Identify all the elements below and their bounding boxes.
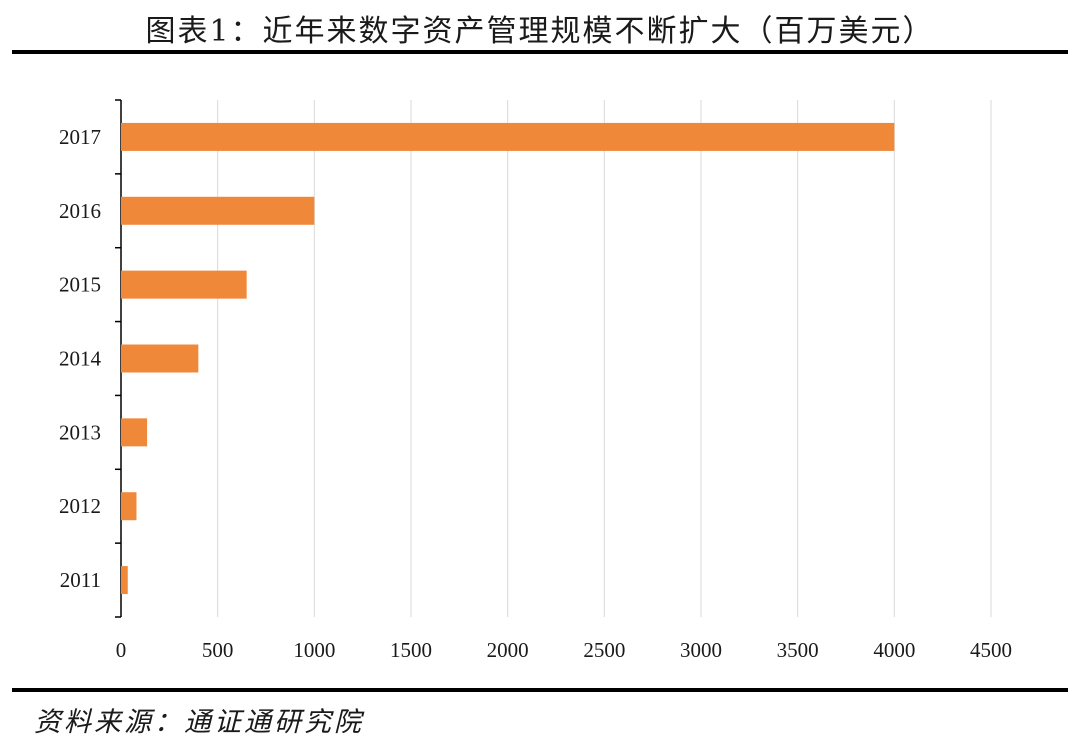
- bar-2017: [121, 122, 895, 151]
- y-tick-label: 2011: [60, 568, 101, 592]
- bar-2012: [121, 492, 137, 521]
- y-tick-label: 2016: [59, 199, 101, 223]
- y-tick-label: 2014: [59, 347, 102, 371]
- y-tick-label: 2012: [59, 494, 101, 518]
- x-tick-label: 2500: [583, 638, 625, 662]
- x-tick-label: 1000: [293, 638, 335, 662]
- top-rule: [12, 50, 1068, 54]
- x-tick-label: 3000: [680, 638, 722, 662]
- x-tick-label: 4500: [970, 638, 1012, 662]
- bar-2016: [121, 196, 315, 225]
- y-tick-labels: 2011 2012 2013 2014 2015 2016 2017: [59, 125, 102, 592]
- x-tick-labels: 0 500 1000 1500 2000 2500 3000 3500 4000 4500: [116, 638, 1012, 662]
- bar-2014: [121, 344, 199, 373]
- bar-2013: [121, 418, 148, 447]
- bar-2011: [121, 566, 128, 595]
- bars: [121, 122, 895, 595]
- x-tick-label: 1500: [390, 638, 432, 662]
- axes: [115, 99, 122, 618]
- x-tick-label: 2000: [487, 638, 529, 662]
- y-tick-label: 2013: [59, 420, 101, 444]
- y-tick-label: 2015: [59, 273, 101, 297]
- x-tick-label: 3500: [777, 638, 819, 662]
- bar-2015: [121, 270, 247, 299]
- x-tick-label: 0: [116, 638, 127, 662]
- bottom-rule: [12, 688, 1068, 692]
- x-tick-label: 500: [202, 638, 234, 662]
- source-note: 资料来源：通证通研究院: [34, 707, 364, 738]
- y-tick-label: 2017: [59, 125, 101, 149]
- x-tick-label: 4000: [873, 638, 915, 662]
- chart-title: 图表1：近年来数字资产管理规模不断扩大（百万美元）: [145, 14, 935, 49]
- grid-lines: [217, 100, 992, 617]
